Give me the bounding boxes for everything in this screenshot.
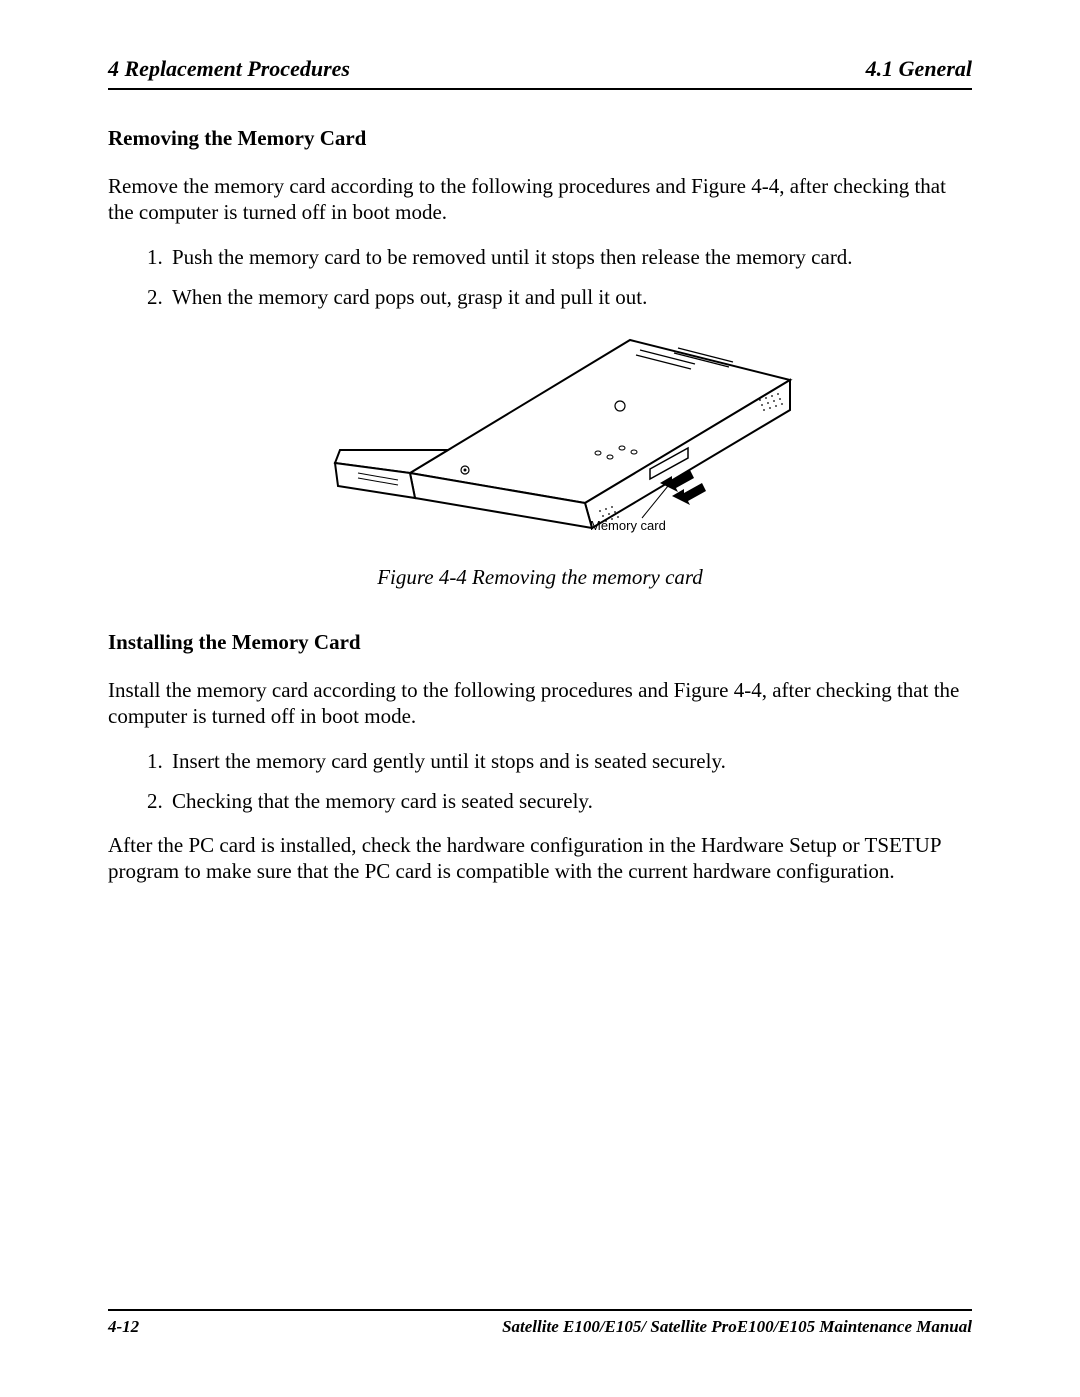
section1-intro: Remove the memory card according to the … <box>108 173 972 226</box>
section2-steps: Insert the memory card gently until it s… <box>108 748 972 815</box>
section1-steps: Push the memory card to be removed until… <box>108 244 972 311</box>
page: 4 Replacement Procedures 4.1 General Rem… <box>0 0 1080 1397</box>
section2-after: After the PC card is installed, check th… <box>108 832 972 885</box>
header-left: 4 Replacement Procedures <box>108 56 350 82</box>
laptop-memory-card-diagram: Memory card <box>280 328 800 553</box>
footer-manual-title: Satellite E100/E105/ Satellite ProE100/E… <box>502 1317 972 1337</box>
page-content: Removing the Memory Card Remove the memo… <box>108 118 972 903</box>
section1-step-1: Push the memory card to be removed until… <box>168 244 972 270</box>
page-header: 4 Replacement Procedures 4.1 General <box>108 56 972 90</box>
section2-intro: Install the memory card according to the… <box>108 677 972 730</box>
section-heading-removing: Removing the Memory Card <box>108 126 972 151</box>
footer-page-number: 4-12 <box>108 1317 139 1337</box>
page-footer: 4-12 Satellite E100/E105/ Satellite ProE… <box>108 1309 972 1337</box>
figure-inline-label: Memory card <box>590 518 666 533</box>
section-heading-installing: Installing the Memory Card <box>108 630 972 655</box>
section2-step-2: Checking that the memory card is seated … <box>168 788 972 814</box>
figure-caption: Figure 4-4 Removing the memory card <box>108 565 972 590</box>
section2-step-1: Insert the memory card gently until it s… <box>168 748 972 774</box>
figure-4-4: Memory card Figure 4-4 Removing the memo… <box>108 328 972 590</box>
section1-step-2: When the memory card pops out, grasp it … <box>168 284 972 310</box>
header-right: 4.1 General <box>866 56 972 82</box>
